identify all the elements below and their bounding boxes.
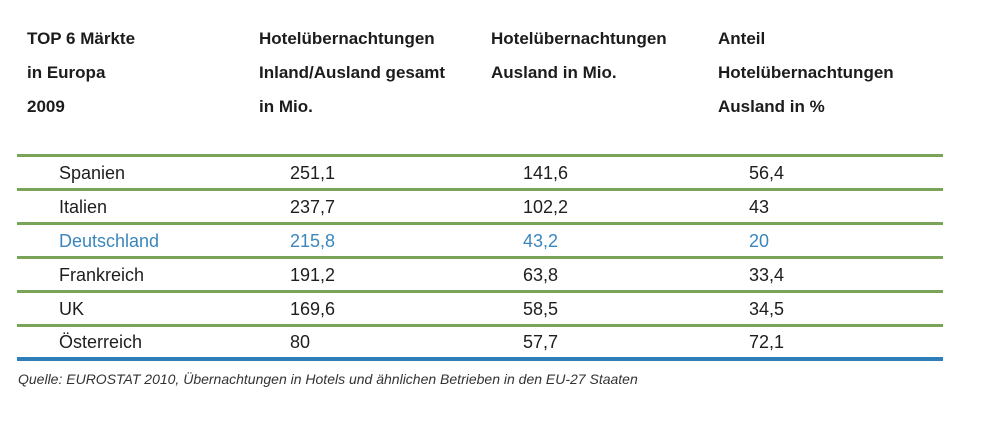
total-cell: 215,8 — [290, 231, 336, 251]
foreign-cell: 57,7 — [523, 332, 559, 352]
total-cell: 169,6 — [290, 299, 336, 319]
total-cell: 251,1 — [290, 163, 336, 183]
share-cell: 43 — [749, 197, 770, 217]
header-line: Hotelübernachtungen — [259, 29, 435, 48]
table-row: UK 169,6 58,5 34,5 — [0, 292, 1000, 326]
table-divider — [17, 324, 943, 327]
header-line: 2009 — [27, 97, 65, 116]
share-cell: 33,4 — [749, 265, 785, 285]
table-divider — [17, 154, 943, 157]
header-line: Ausland in % — [718, 97, 825, 116]
country-cell: UK — [59, 299, 85, 319]
header-foreign-overnights: Hotelübernachtungen Ausland in Mio. — [491, 22, 667, 90]
foreign-cell: 58,5 — [523, 299, 559, 319]
header-line: Inland/Ausland gesamt — [259, 63, 446, 82]
share-cell: 34,5 — [749, 299, 785, 319]
country-cell: Österreich — [59, 332, 143, 352]
header-foreign-share: Anteil Hotelübernachtungen Ausland in % — [718, 22, 894, 124]
table-row: Italien 237,7 102,2 43 — [0, 190, 1000, 224]
table-divider — [17, 256, 943, 259]
foreign-cell: 43,2 — [523, 231, 559, 251]
header-line: Hotelübernachtungen — [718, 63, 894, 82]
header-line: in Mio. — [259, 97, 313, 116]
header-line: Anteil — [718, 29, 766, 48]
country-cell: Frankreich — [59, 265, 145, 285]
header-line: in Europa — [27, 63, 106, 82]
share-cell: 56,4 — [749, 163, 785, 183]
table-divider — [17, 290, 943, 293]
foreign-cell: 141,6 — [523, 163, 569, 183]
table-row: Österreich 80 57,7 72,1 — [0, 325, 1000, 359]
table-bottom-rule — [17, 357, 943, 361]
country-cell: Italien — [59, 197, 108, 217]
table-row: Spanien 251,1 141,6 56,4 — [0, 156, 1000, 190]
total-cell: 191,2 — [290, 265, 336, 285]
total-cell: 237,7 — [290, 197, 336, 217]
total-cell: 80 — [290, 332, 311, 352]
header-line: TOP 6 Märkte — [27, 29, 136, 48]
table-divider — [17, 222, 943, 225]
header-total-overnights: Hotelübernachtungen Inland/Ausland gesam… — [259, 22, 445, 124]
share-cell: 20 — [749, 231, 770, 251]
foreign-cell: 102,2 — [523, 197, 569, 217]
table-row: Frankreich 191,2 63,8 33,4 — [0, 258, 1000, 292]
source-note: Quelle: EUROSTAT 2010, Übernachtungen in… — [18, 371, 638, 387]
header-line: Ausland in Mio. — [491, 63, 617, 82]
header-line: Hotelübernachtungen — [491, 29, 667, 48]
table-divider — [17, 188, 943, 191]
country-cell: Spanien — [59, 163, 126, 183]
header-markets: TOP 6 Märkte in Europa 2009 — [27, 22, 135, 124]
country-cell: Deutschland — [59, 231, 160, 251]
table-row-highlighted: Deutschland 215,8 43,2 20 — [0, 224, 1000, 258]
share-cell: 72,1 — [749, 332, 785, 352]
foreign-cell: 63,8 — [523, 265, 559, 285]
